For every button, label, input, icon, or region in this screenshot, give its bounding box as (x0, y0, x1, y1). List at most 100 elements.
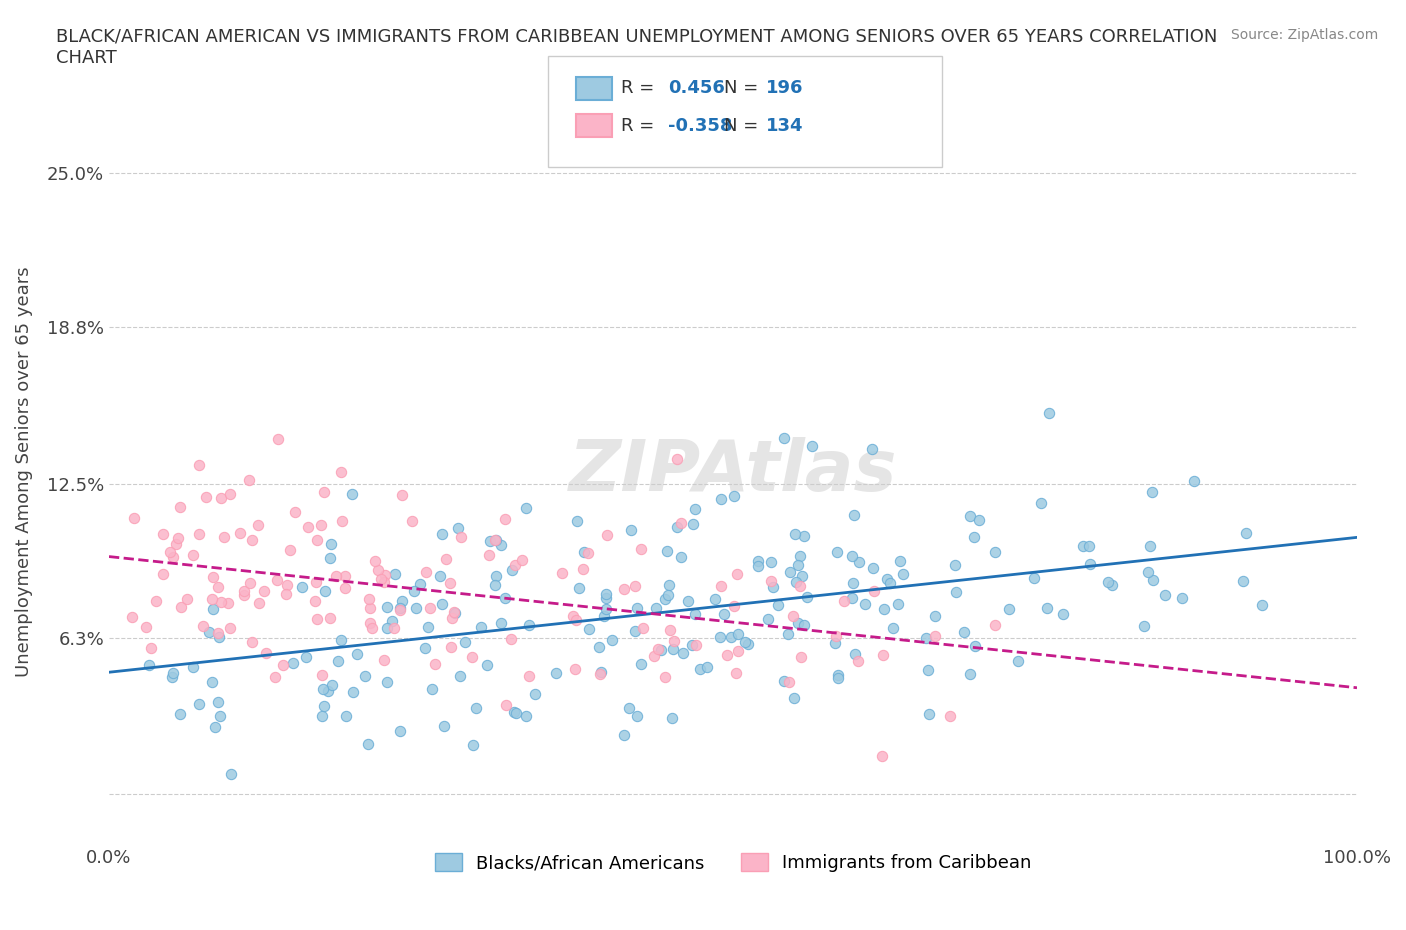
Point (796, 590, 818, 604)
Point (630, 541, 652, 556)
Point (319, 551, 342, 565)
Point (478, 548, 501, 563)
Point (1142, 573, 1164, 588)
Point (689, 662, 711, 677)
Point (311, 668, 333, 683)
Point (891, 567, 914, 582)
Point (433, 719, 456, 734)
Point (1136, 565, 1159, 579)
Point (204, 720, 226, 735)
Point (485, 533, 508, 548)
Point (647, 641, 669, 656)
Point (624, 624, 647, 639)
Point (212, 529, 235, 544)
Point (589, 667, 612, 682)
Point (470, 619, 492, 634)
Point (233, 583, 256, 598)
Point (238, 472, 260, 487)
Point (188, 697, 211, 711)
Point (162, 666, 184, 681)
Point (983, 544, 1005, 559)
Text: 134: 134 (766, 116, 804, 135)
Point (181, 659, 204, 674)
Point (267, 432, 290, 446)
Point (523, 686, 546, 701)
Point (568, 580, 591, 595)
Point (165, 537, 187, 551)
Point (494, 591, 516, 605)
Point (783, 691, 806, 706)
Point (659, 622, 682, 637)
Point (382, 621, 405, 636)
Point (404, 583, 426, 598)
Point (419, 601, 441, 616)
Point (489, 616, 512, 631)
Point (305, 612, 328, 627)
Point (253, 583, 276, 598)
Point (723, 489, 745, 504)
Text: R =: R = (621, 116, 661, 135)
Point (661, 711, 683, 725)
Point (240, 635, 263, 650)
Point (201, 674, 224, 689)
Point (454, 635, 477, 650)
Point (889, 553, 911, 568)
Point (517, 618, 540, 632)
Point (655, 543, 678, 558)
Point (360, 620, 382, 635)
Point (681, 638, 703, 653)
Point (773, 431, 796, 445)
Point (1232, 574, 1254, 589)
Point (725, 566, 748, 581)
Point (263, 670, 285, 684)
Point (620, 523, 643, 538)
Point (591, 665, 613, 680)
Point (1071, 538, 1094, 553)
Point (430, 597, 453, 612)
Point (762, 579, 785, 594)
Point (683, 501, 706, 516)
Point (662, 633, 685, 648)
Point (841, 591, 863, 605)
Point (703, 591, 725, 606)
Text: 196: 196 (766, 79, 804, 98)
Point (217, 595, 239, 610)
Point (657, 588, 679, 603)
Point (247, 596, 270, 611)
Text: R =: R = (621, 79, 661, 98)
Point (924, 629, 946, 644)
Point (374, 568, 396, 583)
Point (207, 579, 229, 594)
Point (478, 533, 501, 548)
Point (832, 593, 855, 608)
Point (600, 632, 623, 647)
Point (388, 601, 411, 616)
Point (842, 576, 865, 591)
Point (330, 513, 353, 528)
Point (827, 668, 849, 683)
Point (737, 637, 759, 652)
Point (359, 591, 381, 606)
Point (565, 513, 588, 528)
Point (418, 619, 440, 634)
Point (475, 658, 498, 672)
Point (776, 627, 799, 642)
Point (169, 706, 191, 721)
Point (181, 548, 204, 563)
Text: N =: N = (724, 79, 763, 98)
Point (276, 586, 298, 601)
Point (515, 709, 537, 724)
Point (876, 571, 898, 586)
Point (232, 587, 254, 602)
Point (1078, 557, 1101, 572)
Point (266, 572, 288, 587)
Point (141, 640, 163, 655)
Point (785, 575, 807, 590)
Point (959, 666, 981, 681)
Point (311, 709, 333, 724)
Point (596, 527, 619, 542)
Point (1038, 405, 1060, 420)
Point (340, 487, 363, 502)
Point (170, 600, 193, 615)
Point (887, 596, 910, 611)
